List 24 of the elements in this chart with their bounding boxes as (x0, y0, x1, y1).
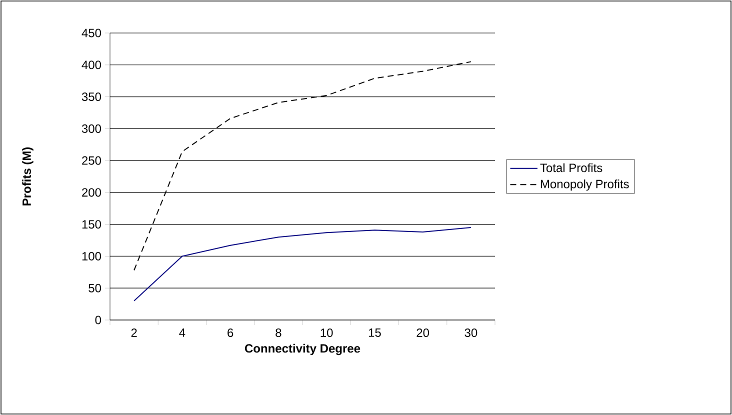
legend-label: Total Profits (540, 163, 602, 172)
y-tick-label: 150 (82, 220, 102, 229)
y-tick-label: 400 (82, 60, 102, 70)
y-tick-label: 350 (82, 92, 102, 102)
x-tick-label: 30 (464, 328, 478, 338)
x-tick-label: 20 (416, 328, 430, 338)
x-tick-label: 6 (228, 328, 234, 338)
y-tick-label: 100 (82, 252, 102, 260)
line-series (134, 61, 472, 271)
x-tick-label: 15 (368, 328, 381, 337)
x-tick-label: 2 (131, 328, 137, 337)
x-tick-label: 8 (276, 328, 282, 338)
x-tick-label: 10 (320, 328, 333, 338)
y-tick-label: 50 (88, 284, 102, 292)
y-axis-title: Profits (M) (22, 147, 34, 206)
y-tick-label: 200 (82, 188, 102, 197)
x-axis-title: Connectivity Degree (244, 344, 360, 356)
y-tick-label: 250 (82, 156, 102, 165)
y-tick-label: 0 (95, 316, 102, 324)
x-tick-label: 4 (179, 328, 186, 337)
line-series (134, 227, 472, 302)
y-tick-label: 300 (82, 124, 102, 133)
legend-label: Monopoly Profits (540, 179, 629, 191)
y-tick-label: 450 (82, 28, 102, 38)
